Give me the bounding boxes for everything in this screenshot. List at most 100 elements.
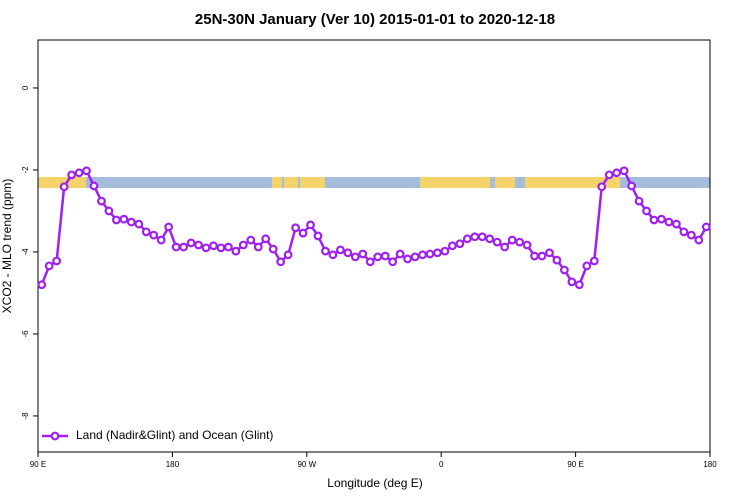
data-point xyxy=(657,214,666,224)
data-point xyxy=(448,241,457,251)
y-tick-label: -4 xyxy=(21,248,30,256)
data-point xyxy=(530,251,539,261)
data-point xyxy=(74,168,84,178)
data-point xyxy=(694,235,704,245)
x-tick-label: 90 E xyxy=(567,460,583,469)
data-point xyxy=(545,248,554,258)
data-point xyxy=(567,277,577,287)
data-point xyxy=(276,257,286,267)
map-strip xyxy=(38,177,710,188)
data-point xyxy=(306,220,315,230)
data-point xyxy=(253,242,263,252)
data-point xyxy=(223,242,233,252)
data-point xyxy=(686,230,696,240)
legend-item: Land (Nadir&Glint) and Ocean (Glint) xyxy=(42,428,273,442)
data-point xyxy=(268,244,278,254)
data-point xyxy=(627,181,636,191)
data-point xyxy=(194,240,203,250)
data-point xyxy=(186,238,196,248)
data-point xyxy=(589,256,599,266)
data-point xyxy=(425,249,435,259)
data-point xyxy=(433,248,442,258)
data-point xyxy=(59,182,69,192)
data-point xyxy=(104,206,114,216)
data-point xyxy=(141,227,151,237)
data-point xyxy=(537,251,547,261)
data-point xyxy=(403,254,413,264)
data-point xyxy=(358,249,368,259)
data-point xyxy=(507,235,517,245)
data-point xyxy=(97,196,106,206)
data-point xyxy=(328,250,338,260)
data-point xyxy=(216,243,226,253)
data-point xyxy=(298,228,308,238)
data-point xyxy=(552,255,562,265)
data-point xyxy=(313,231,323,241)
y-tick-label: -2 xyxy=(21,166,30,174)
data-point xyxy=(119,214,129,224)
data-point xyxy=(418,250,427,260)
x-tick-label: 90 W xyxy=(297,460,316,469)
data-point xyxy=(246,235,256,245)
data-point xyxy=(365,257,375,267)
data-point xyxy=(321,246,330,256)
x-tick-label: 180 xyxy=(703,460,717,469)
x-axis-label: Longitude (deg E) xyxy=(327,476,422,490)
data-point xyxy=(679,227,689,237)
data-point xyxy=(395,249,405,259)
data-point xyxy=(164,222,174,232)
data-point xyxy=(171,242,181,252)
data-point xyxy=(388,257,398,267)
legend-marker xyxy=(50,431,60,441)
data-point xyxy=(350,252,360,262)
data-point xyxy=(619,166,629,176)
data-point xyxy=(291,223,301,233)
data-point xyxy=(179,242,189,252)
data-point xyxy=(477,232,487,242)
data-point xyxy=(231,246,241,256)
data-point xyxy=(201,243,211,253)
data-point xyxy=(89,181,99,191)
data-point xyxy=(67,170,76,180)
data-point xyxy=(604,170,614,180)
legend-label: Land (Nadir&Glint) and Ocean (Glint) xyxy=(76,428,273,442)
data-point xyxy=(156,235,166,245)
data-point xyxy=(336,245,345,255)
data-point xyxy=(470,232,480,242)
data-point xyxy=(373,252,383,262)
data-point xyxy=(44,261,54,271)
data-point xyxy=(515,237,524,247)
data-point xyxy=(664,217,674,227)
data-point xyxy=(126,217,136,227)
x-tick-label: 180 xyxy=(166,460,180,469)
data-point xyxy=(37,280,47,290)
data-point xyxy=(672,219,681,229)
data-point xyxy=(149,230,159,240)
y-tick-label: 0 xyxy=(21,85,30,90)
y-axis-label: XCO2 - MLO trend (ppm) xyxy=(0,179,14,314)
data-point xyxy=(642,206,651,216)
data-point xyxy=(111,215,121,225)
data-point xyxy=(597,182,607,192)
data-point xyxy=(380,251,390,261)
data-point xyxy=(455,239,465,249)
x-tick-label: 0 xyxy=(439,460,444,469)
data-point xyxy=(238,240,248,250)
data-point xyxy=(462,234,472,244)
data-point xyxy=(582,261,592,271)
data-point xyxy=(560,265,569,275)
data-point xyxy=(485,234,495,244)
y-tick-label: -6 xyxy=(21,330,30,338)
data-point xyxy=(343,248,353,258)
data-point xyxy=(209,241,218,251)
y-tick-label: -8 xyxy=(21,412,30,420)
data-point xyxy=(52,256,62,266)
x-tick-label: 90 E xyxy=(30,460,46,469)
data-point xyxy=(522,240,532,250)
data-point xyxy=(500,242,510,252)
data-point xyxy=(701,222,711,232)
data-point xyxy=(634,196,644,206)
data-point xyxy=(283,250,293,260)
